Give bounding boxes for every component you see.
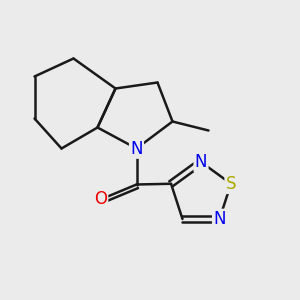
Text: S: S	[226, 175, 236, 193]
Text: O: O	[94, 190, 107, 208]
Text: N: N	[130, 140, 143, 158]
Text: N: N	[213, 210, 226, 228]
Text: N: N	[195, 153, 207, 171]
